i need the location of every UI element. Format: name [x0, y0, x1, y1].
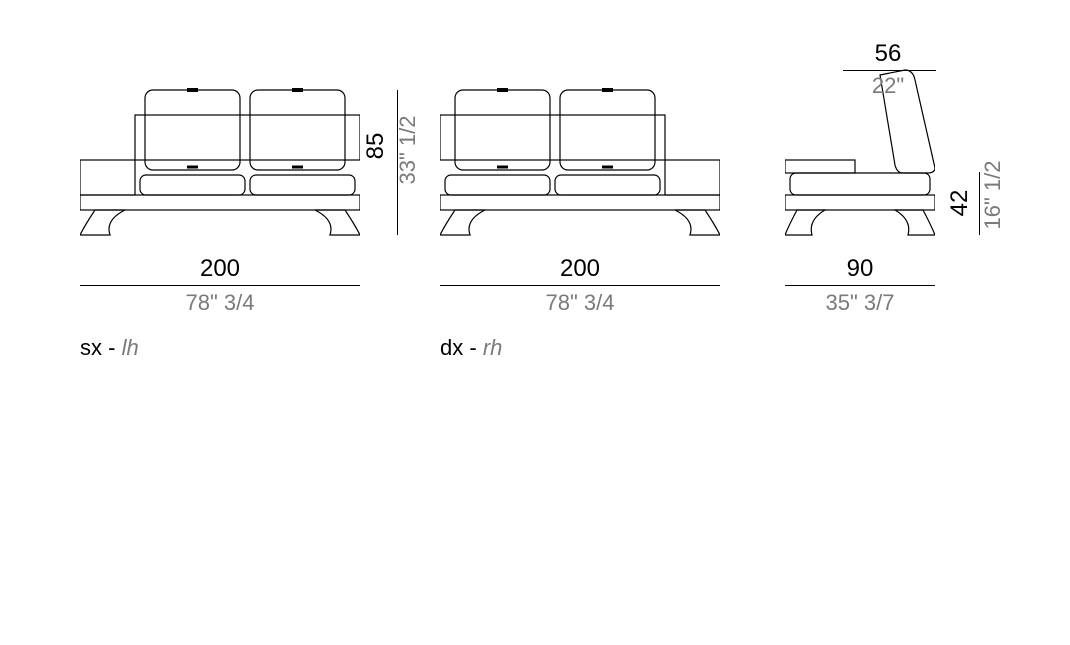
dim-side-w-cm: 90 [785, 255, 935, 283]
sofa-front-lh-drawing [80, 85, 360, 240]
dim-rh-w-in: 78" 3/4 [440, 290, 720, 316]
sofa-front-rh-drawing [440, 85, 720, 240]
variant-en-lh: lh [122, 335, 139, 360]
variant-label-rh: dx - rh [440, 335, 502, 361]
dim-side-w-in: 35" 3/7 [785, 290, 935, 316]
dim-back-cm: 56 [843, 40, 933, 68]
dim-back-in: 22" [843, 73, 933, 99]
variant-id-rh: dx [440, 335, 463, 360]
dim-height-cm: 85 [362, 132, 390, 160]
dim-lh-w-in: 78" 3/4 [80, 290, 360, 316]
dim-seat-h-cm: 42 [946, 188, 974, 218]
variant-id-lh: sx [80, 335, 102, 360]
variant-en-rh: rh [483, 335, 503, 360]
dim-seat-h-in: 16" 1/2 [980, 150, 1006, 240]
dim-lh-w-cm: 200 [80, 255, 360, 283]
dim-rh-w-cm: 200 [440, 255, 720, 283]
variant-label-lh: sx - lh [80, 335, 139, 361]
dim-height-in: 33" 1/2 [395, 105, 421, 195]
